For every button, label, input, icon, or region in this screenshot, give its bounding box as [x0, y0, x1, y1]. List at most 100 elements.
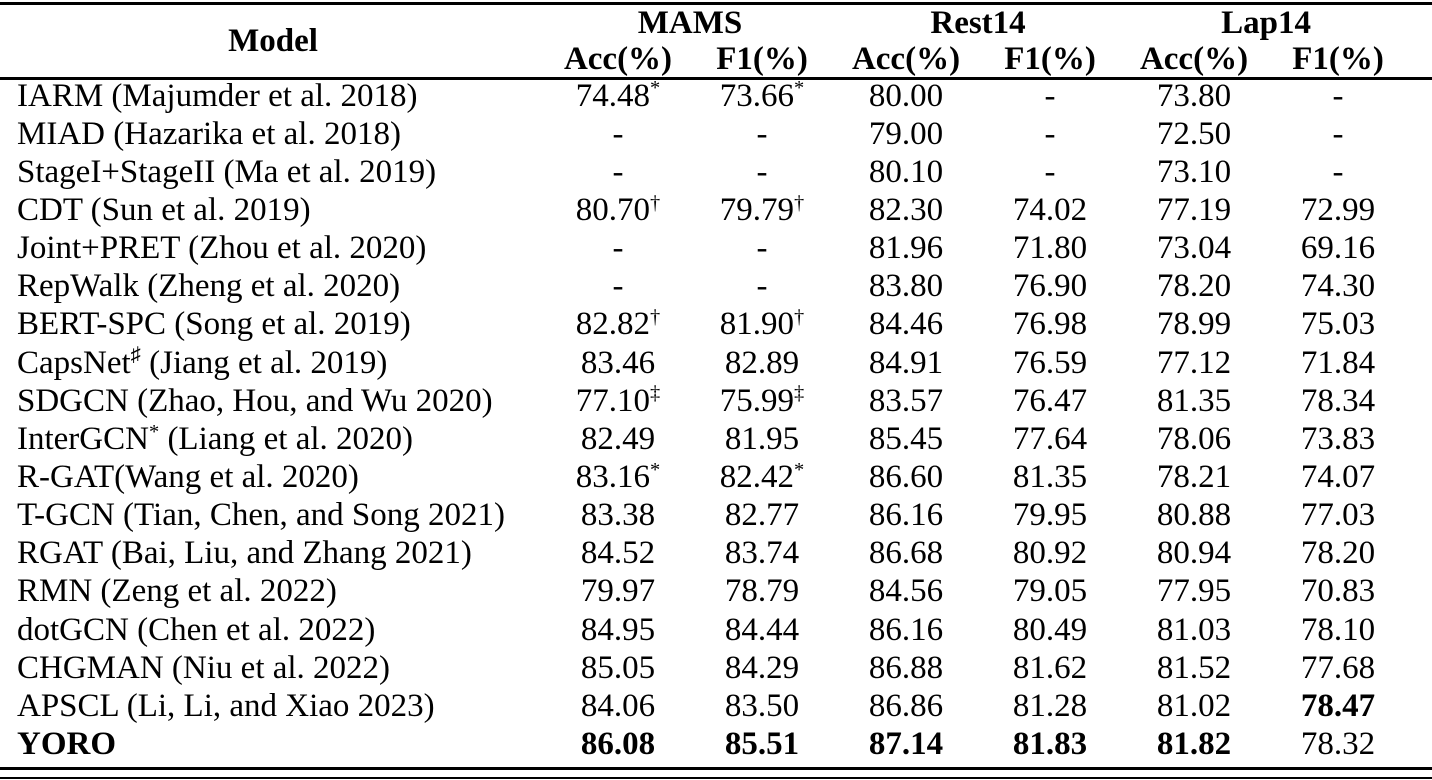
- value-cell: 77.10‡: [575, 382, 661, 419]
- value-cell: 80.00: [868, 77, 944, 114]
- value-cell: 76.98: [1012, 306, 1088, 343]
- value-cell: 83.38: [580, 497, 656, 534]
- value-cell: 86.16: [868, 497, 944, 534]
- value-cell: 74.07: [1300, 458, 1376, 495]
- value-cell: 69.16: [1300, 230, 1376, 267]
- table-row: RGAT (Bai, Liu, and Zhang 2021) 84.52 83.7…: [0, 535, 1410, 573]
- metric-header-lap14-f1: F1(%): [1292, 40, 1384, 77]
- value-cell: -: [612, 268, 624, 305]
- model-name-cell: R-GAT(Wang et al. 2020): [17, 458, 359, 495]
- table-row: APSCL (Li, Li, and Xiao 2023) 84.06 83.50 8…: [0, 687, 1410, 725]
- value-cell: 86.88: [868, 649, 944, 686]
- value-cell: 81.90†: [719, 306, 805, 343]
- model-name-cell: InterGCN* (Liang et al. 2020): [17, 420, 414, 457]
- model-name-cell: MIAD (Hazarika et al. 2018): [17, 115, 401, 152]
- value-cell: 73.66*: [719, 77, 805, 114]
- value-cell: 82.82†: [575, 306, 661, 343]
- value-cell: 83.74: [724, 535, 800, 572]
- table-body: IARM (Majumder et al. 2018) 74.48* 73.66* 8…: [0, 77, 1410, 764]
- results-table: Model MAMS Rest14 Lap14 Acc(%) F1(%) Acc…: [0, 5, 1410, 764]
- table-row: SDGCN (Zhao, Hou, and Wu 2020) 77.10‡ 75.9…: [0, 382, 1410, 420]
- table-row: BERT-SPC (Song et al. 2019) 82.82† 81.90† 8…: [0, 306, 1410, 344]
- value-cell: 74.30: [1300, 268, 1376, 305]
- value-cell: 75.03: [1300, 306, 1376, 343]
- metric-header-rest14-f1: F1(%): [1004, 40, 1096, 77]
- model-name-cell: Joint+PRET (Zhou et al. 2020): [17, 230, 427, 267]
- model-name-cell: dotGCN (Chen et al. 2022): [17, 611, 376, 648]
- value-cell: 81.28: [1012, 687, 1088, 724]
- value-cell: 78.99: [1156, 306, 1232, 343]
- value-cell: 80.94: [1156, 535, 1232, 572]
- value-cell: 77.19: [1156, 191, 1232, 228]
- model-superscript-marker: *: [148, 420, 160, 443]
- value-cell: 81.02: [1156, 687, 1232, 724]
- metric-header-row: Acc(%) F1(%) Acc(%) F1(%) Acc(%) F1(%): [0, 41, 1410, 77]
- value-cell: 74.02: [1012, 191, 1088, 228]
- table-row: RepWalk (Zheng et al. 2020) - - 83.80 76.90 7…: [0, 268, 1410, 306]
- value-cell: 84.56: [868, 573, 944, 610]
- table-row: T-GCN (Tian, Chen, and Song 2021) 83.38 82…: [0, 497, 1410, 535]
- value-cell: 71.80: [1012, 230, 1088, 267]
- metric-header-rest14-acc: Acc(%): [851, 40, 961, 77]
- value-cell: 84.52: [580, 535, 656, 572]
- value-cell: 80.92: [1012, 535, 1088, 572]
- table-row: dotGCN (Chen et al. 2022) 84.95 84.44 86.16…: [0, 611, 1410, 649]
- value-cell: 83.80: [868, 268, 944, 305]
- value-cell: 84.29: [724, 649, 800, 686]
- group-header-row: Model MAMS Rest14 Lap14: [0, 5, 1410, 57]
- value-cell: 82.49: [580, 420, 656, 457]
- model-name-cell: YORO: [17, 725, 116, 762]
- value-cell: 76.59: [1012, 344, 1088, 381]
- value-cell: 77.03: [1300, 497, 1376, 534]
- value-cell: -: [612, 153, 624, 190]
- value-cell: 72.50: [1156, 115, 1232, 152]
- table-row: RMN (Zeng et al. 2022) 79.97 78.79 84.56 79.…: [0, 573, 1410, 611]
- value-superscript-marker: *: [650, 77, 661, 100]
- value-cell: -: [1332, 77, 1344, 114]
- value-cell: 82.89: [724, 344, 800, 381]
- model-name-cell: BERT-SPC (Song et al. 2019): [17, 306, 411, 343]
- value-cell: 84.91: [868, 344, 944, 381]
- value-cell: 81.95: [724, 420, 800, 457]
- table-header: Model MAMS Rest14 Lap14 Acc(%) F1(%) Acc…: [0, 5, 1410, 77]
- model-name-cell: RGAT (Bai, Liu, and Zhang 2021): [17, 535, 472, 572]
- value-cell: 81.35: [1012, 458, 1088, 495]
- model-name-cell: T-GCN (Tian, Chen, and Song 2021): [17, 497, 505, 534]
- table-bottom-rule-outer: [0, 767, 1432, 770]
- model-name-cell: IARM (Majumder et al. 2018): [17, 77, 418, 114]
- table-row: InterGCN* (Liang et al. 2020) 82.49 81.95 8…: [0, 420, 1410, 458]
- value-superscript-marker: *: [794, 77, 805, 100]
- table-bottom-rule-inner: [0, 776, 1432, 779]
- value-cell: 86.08: [580, 725, 656, 762]
- value-cell: -: [612, 115, 624, 152]
- value-cell: 72.99: [1300, 191, 1376, 228]
- value-cell: 73.10: [1156, 153, 1232, 190]
- value-cell: -: [1044, 153, 1056, 190]
- value-cell: 86.16: [868, 611, 944, 648]
- value-cell: 83.16*: [575, 458, 661, 495]
- value-cell: 83.50: [724, 687, 800, 724]
- value-cell: -: [756, 230, 768, 267]
- value-cell: 87.14: [868, 725, 944, 762]
- value-cell: 78.79: [724, 573, 800, 610]
- value-cell: 76.90: [1012, 268, 1088, 305]
- metric-header-mams-f1: F1(%): [716, 40, 808, 77]
- value-cell: 78.20: [1156, 268, 1232, 305]
- value-cell: 79.79†: [719, 191, 805, 228]
- table-top-rule: [0, 2, 1432, 5]
- value-cell: -: [1332, 115, 1344, 152]
- header-separator-rule: [0, 77, 1432, 80]
- table-row: CHGMAN (Niu et al. 2022) 85.05 84.29 86.88 8…: [0, 649, 1410, 687]
- value-cell: 73.80: [1156, 77, 1232, 114]
- value-cell: 84.06: [580, 687, 656, 724]
- value-cell: 77.12: [1156, 344, 1232, 381]
- model-name-cell: CDT (Sun et al. 2019): [17, 191, 311, 228]
- value-cell: 77.68: [1300, 649, 1376, 686]
- value-cell: 73.04: [1156, 230, 1232, 267]
- value-cell: 81.35: [1156, 382, 1232, 419]
- value-superscript-marker: †: [794, 191, 805, 214]
- value-cell: 79.95: [1012, 497, 1088, 534]
- value-cell: 78.20: [1300, 535, 1376, 572]
- value-cell: 70.83: [1300, 573, 1376, 610]
